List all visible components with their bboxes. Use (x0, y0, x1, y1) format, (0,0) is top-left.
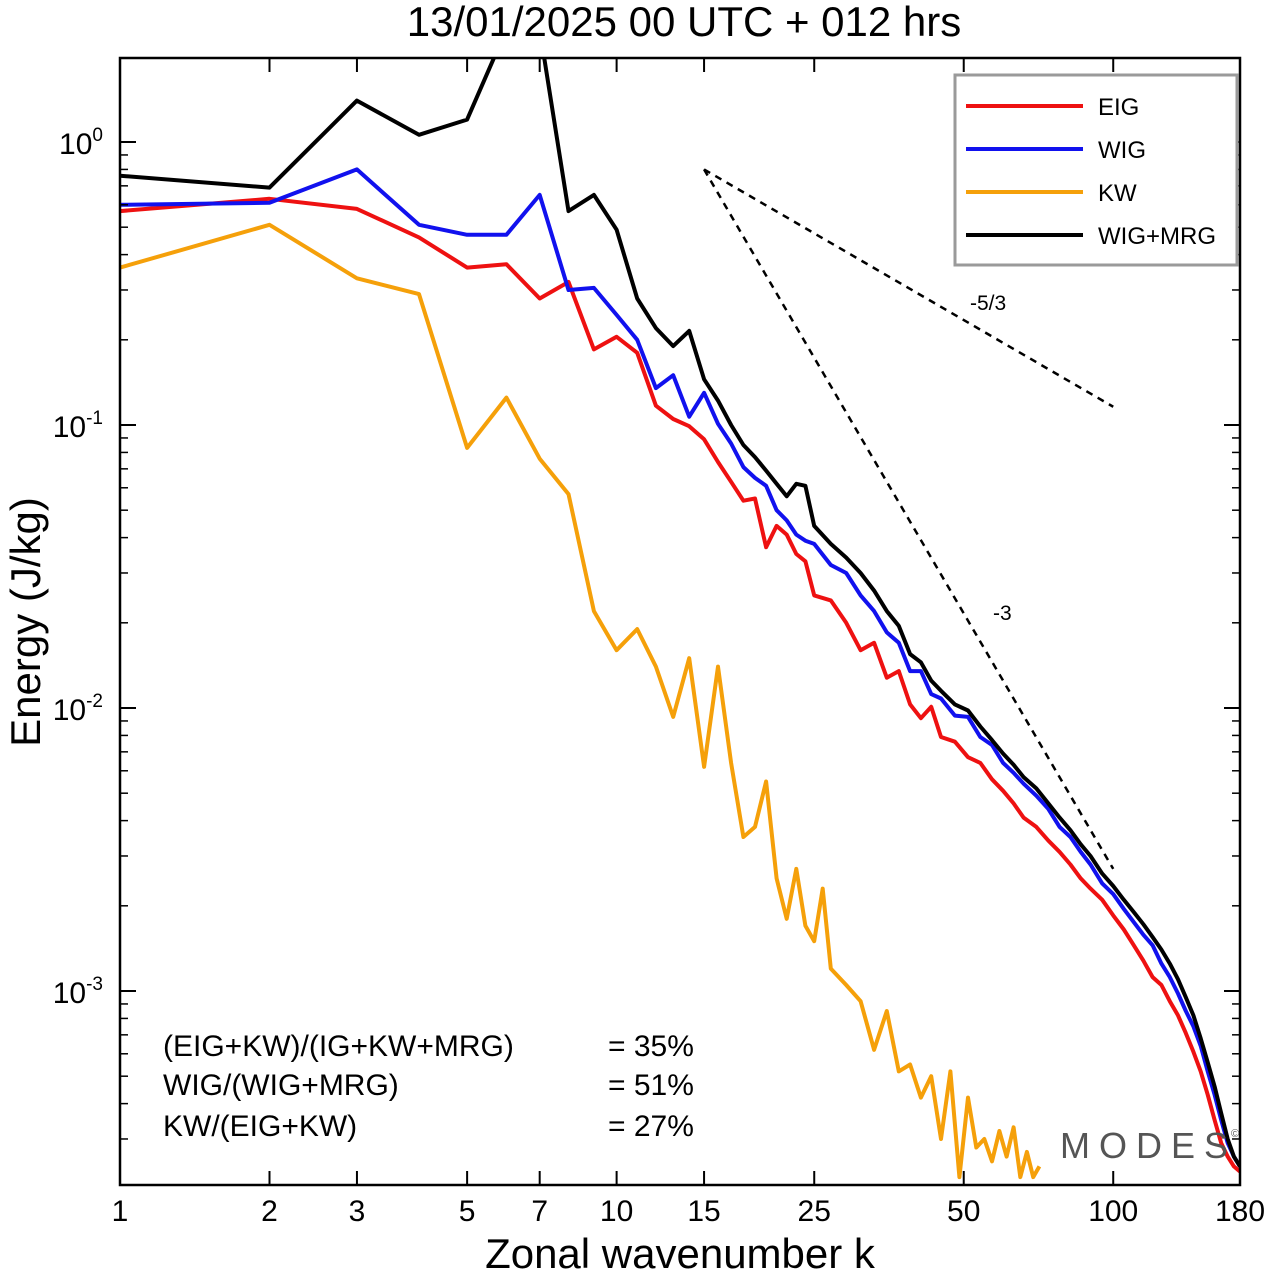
plot-frame (118, 56, 1242, 1187)
y-tick-base: 10 (53, 977, 86, 1010)
y-tick-exponent: -1 (86, 408, 103, 429)
x-tick-label: 180 (1215, 1195, 1265, 1228)
legend-label: EIG (1098, 94, 1139, 121)
chart-title: 13/01/2025 00 UTC + 012 hrs (407, 0, 962, 45)
x-tick-label: 15 (687, 1195, 720, 1228)
x-tick-label: 50 (947, 1195, 980, 1228)
x-tick-label: 7 (531, 1195, 548, 1228)
series-line-wig (120, 167, 1240, 1168)
y-tick-label: 100 (59, 125, 103, 161)
x-tick-label: 10 (600, 1195, 633, 1228)
series-line-kw (120, 222, 1042, 1180)
stat-label-1: (EIG+KW)/(IG+KW+MRG) (163, 1030, 514, 1063)
stat-value-1: = 35% (608, 1030, 694, 1063)
x-tick-label: 100 (1088, 1195, 1138, 1228)
y-tick-exponent: -2 (86, 691, 103, 712)
y-tick-exponent: 0 (92, 125, 103, 146)
series-line-wig-mrg (120, 58, 1240, 1168)
x-tick-label: 25 (798, 1195, 831, 1228)
y-tick-label: 10-2 (53, 691, 103, 727)
modes-watermark: MODES (1060, 1125, 1237, 1166)
x-axis-label: Zonal wavenumber k (485, 1230, 876, 1277)
x-tick-label: 1 (112, 1195, 129, 1228)
y-tick-base: 10 (53, 694, 86, 727)
y-tick-label: 10-1 (53, 408, 103, 444)
stat-value-2: = 51% (608, 1069, 694, 1102)
reference-line-2 (702, 168, 1115, 870)
y-tick-base: 10 (59, 128, 92, 161)
x-tick-label: 3 (349, 1195, 366, 1228)
legend-label: WIG+MRG (1098, 223, 1216, 250)
x-tick-label: 5 (459, 1195, 476, 1228)
y-tick-label: 10-3 (53, 974, 103, 1010)
stat-label-3: KW/(EIG+KW) (163, 1110, 357, 1143)
y-axis-label: Energy (J/kg) (2, 497, 49, 747)
stat-value-3: = 27% (608, 1110, 694, 1143)
reference-line-label: -5/3 (970, 292, 1006, 315)
legend-items: EIG WIG KW WIG+MRG (966, 94, 1216, 250)
legend-label: KW (1098, 180, 1137, 207)
legend: EIG WIG KW WIG+MRG (953, 73, 1239, 267)
series-layer (120, 58, 1240, 1180)
y-tick-exponent: -3 (86, 974, 103, 995)
legend-label: WIG (1098, 137, 1146, 164)
reference-line-1 (703, 168, 1114, 408)
x-tick-label: 2 (261, 1195, 278, 1228)
stats-block: (EIG+KW)/(IG+KW+MRG) = 35% WIG/(WIG+MRG)… (163, 1030, 694, 1143)
reference-line-label: -3 (993, 602, 1012, 625)
y-tick-base: 10 (53, 411, 86, 444)
copyright-symbol: © (1231, 1128, 1239, 1140)
series-line-eig (120, 196, 1240, 1174)
stat-label-2: WIG/(WIG+MRG) (163, 1069, 399, 1102)
reference-lines (702, 168, 1115, 870)
